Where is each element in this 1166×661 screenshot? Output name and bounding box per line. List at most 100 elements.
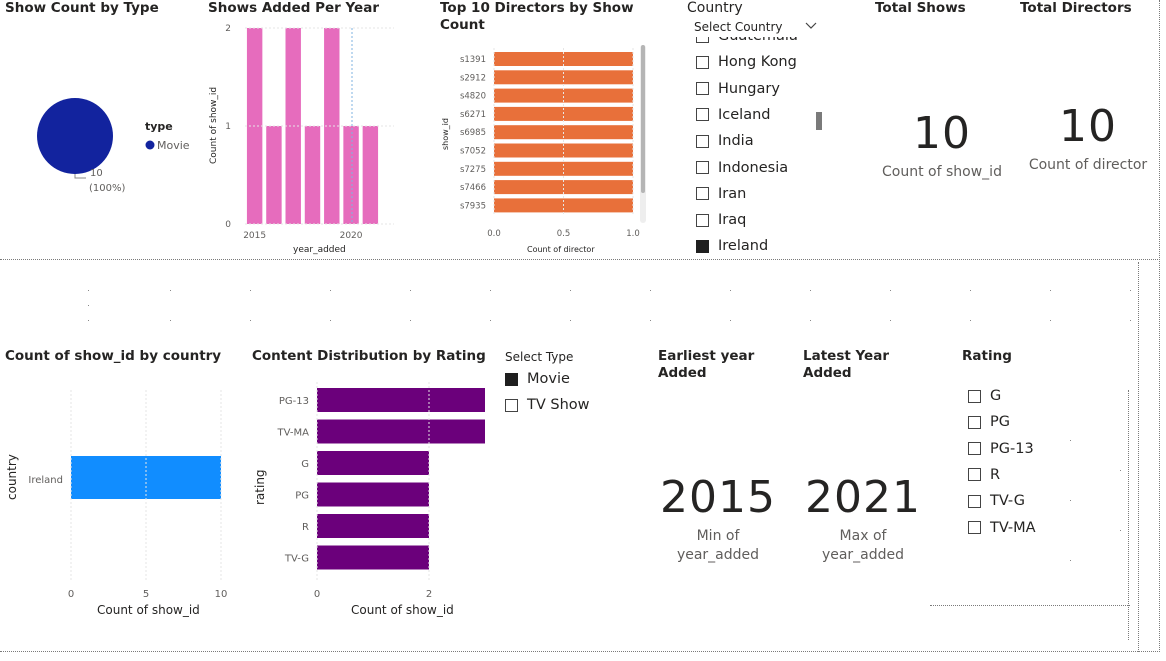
chevron-down-icon[interactable]: [804, 18, 818, 37]
country-slicer-item[interactable]: Iran: [696, 186, 746, 202]
year-bar[interactable]: [266, 126, 282, 224]
country-slicer-item[interactable]: Hong Kong: [696, 54, 797, 70]
pie-legend-item[interactable]: Movie: [157, 139, 190, 152]
country-slicer-item[interactable]: Iraq: [696, 212, 746, 228]
grid-dot: [250, 290, 251, 291]
earliest-label-1: Min of: [696, 528, 740, 544]
director-bar[interactable]: [494, 143, 633, 158]
divider-bottom: [0, 651, 1160, 652]
country-slicer-checkbox[interactable]: [696, 213, 709, 227]
rating-bar[interactable]: [317, 419, 485, 444]
year-bar[interactable]: [362, 126, 379, 224]
grid-dot: [730, 290, 731, 291]
type-slicer-checkbox[interactable]: [505, 372, 518, 386]
country-bar-chart[interactable]: Ireland 10 5 0 country Count of show_id: [0, 370, 245, 620]
country-slicer-checkbox[interactable]: [696, 82, 709, 96]
country-slicer-item[interactable]: Iceland: [696, 107, 770, 123]
grid-dot: [650, 290, 651, 291]
dir-scrollbar-thumb[interactable]: [641, 45, 645, 193]
dir-category-label: s6271: [460, 110, 486, 120]
dir-category-label: s7466: [460, 183, 486, 193]
year-bar[interactable]: [304, 126, 321, 224]
rating-slicer-item[interactable]: TV-MA: [968, 520, 1036, 536]
rating-bar[interactable]: [317, 482, 429, 507]
grid-dot: [170, 320, 171, 321]
rating-xlabel: Count of show_id: [351, 603, 454, 617]
rating-slicer-title: Rating: [962, 348, 1012, 364]
rating-slicer-checkbox[interactable]: [968, 468, 981, 482]
country-slicer-item[interactable]: India: [696, 133, 754, 149]
latest-value: 2021: [805, 472, 921, 523]
dir-category-label: s1391: [460, 55, 486, 65]
rating-category-label: R: [302, 522, 309, 533]
rating-slicer-item[interactable]: PG: [968, 414, 1010, 430]
rating-bar[interactable]: [317, 451, 429, 475]
earliest-title-1: Earliest year: [658, 348, 755, 364]
pie-legend-dot: [145, 140, 155, 150]
type-slicer-item[interactable]: TV Show: [505, 397, 590, 413]
country-slicer-checkbox[interactable]: [696, 55, 709, 69]
type-slicer-label: TV Show: [527, 397, 590, 413]
dir-category-label: s2912: [460, 73, 486, 83]
type-pie-chart[interactable]: 10 (100%) type Movie: [0, 80, 200, 200]
dir-xtick: 0.0: [487, 229, 501, 239]
year-ytick: 2: [225, 24, 231, 34]
pie-slice-movie[interactable]: [37, 98, 113, 174]
country-slicer-checkbox[interactable]: [696, 108, 709, 122]
rating-slicer-checkbox[interactable]: [968, 389, 981, 403]
country-slicer-item[interactable]: Ireland: [696, 238, 768, 254]
country-slicer-checkbox[interactable]: [696, 134, 709, 148]
director-bar[interactable]: [494, 52, 633, 66]
rating-slicer-checkbox[interactable]: [968, 415, 981, 429]
dir-category-label: s6985: [460, 128, 486, 138]
country-slicer-checkbox[interactable]: [696, 37, 709, 43]
directors-bar-chart[interactable]: s7935 s7466 s7275 s7052 s6985 s6271 s4820 s2912…: [435, 40, 655, 258]
type-slicer-checkbox[interactable]: [505, 398, 518, 412]
rating-slicer-item[interactable]: PG-13: [968, 441, 1034, 457]
type-slicer-item[interactable]: Movie: [505, 371, 570, 387]
rating-bar[interactable]: [317, 514, 429, 538]
year-bar[interactable]: [324, 28, 340, 224]
country-dropdown[interactable]: Select Country: [694, 18, 818, 36]
country-slicer-label: India: [718, 133, 754, 150]
directors-title-2: Count: [440, 17, 485, 33]
year-bar-chart[interactable]: 2020 2015 2 1 0 Count of show_id year_added: [200, 18, 410, 258]
grid-dot: [810, 320, 811, 321]
grid-dot: [88, 320, 89, 321]
rating-slicer-label: TV-MA: [990, 519, 1036, 536]
rating-category-label: TV-MA: [277, 428, 310, 439]
grid-dot: [1120, 470, 1121, 471]
dir-xtick: 0.5: [557, 229, 571, 239]
country-xlabel: Count of show_id: [97, 603, 200, 617]
grid-dot: [410, 290, 411, 291]
director-bar[interactable]: [494, 88, 633, 103]
country-slicer-item[interactable]: Hungary: [696, 81, 780, 97]
grid-dot: [88, 305, 89, 306]
country-slicer-item[interactable]: Indonesia: [696, 160, 788, 176]
director-bar[interactable]: [494, 180, 633, 195]
rating-slicer-checkbox[interactable]: [968, 521, 981, 534]
rating-slicer-label: PG-13: [990, 440, 1034, 457]
rating-slicer-checkbox[interactable]: [968, 494, 981, 508]
rating-bar-chart[interactable]: TV-G R PG G TV-MA PG-13 2 0 rating Count of sho…: [245, 370, 495, 620]
grid-dot: [1050, 320, 1051, 321]
country-slicer-label: Hungary: [718, 80, 780, 97]
country-slicer-checkbox[interactable]: [696, 239, 709, 253]
country-slicer-item[interactable]: Guatemala: [696, 37, 798, 44]
rating-bar[interactable]: [317, 388, 485, 412]
year-bar[interactable]: [343, 126, 359, 224]
rating-slicer-item[interactable]: TV-G: [968, 493, 1025, 509]
country-slicer-scrollbar[interactable]: [816, 112, 822, 130]
rating-slicer-item[interactable]: R: [968, 467, 1000, 483]
grid-dot: [1120, 530, 1121, 531]
rating-bar[interactable]: [317, 545, 429, 570]
grid-dot: [730, 320, 731, 321]
country-slicer-label: Iran: [718, 185, 747, 202]
pie-slice-pct: (100%): [89, 183, 125, 194]
country-slicer-checkbox[interactable]: [696, 161, 709, 174]
rating-slicer-checkbox[interactable]: [968, 442, 981, 456]
country-slicer-checkbox[interactable]: [696, 187, 709, 201]
grid-dot: [890, 290, 891, 291]
rating-slicer-item[interactable]: G: [968, 388, 1001, 404]
country-slicer-label: Iraq: [718, 212, 747, 229]
